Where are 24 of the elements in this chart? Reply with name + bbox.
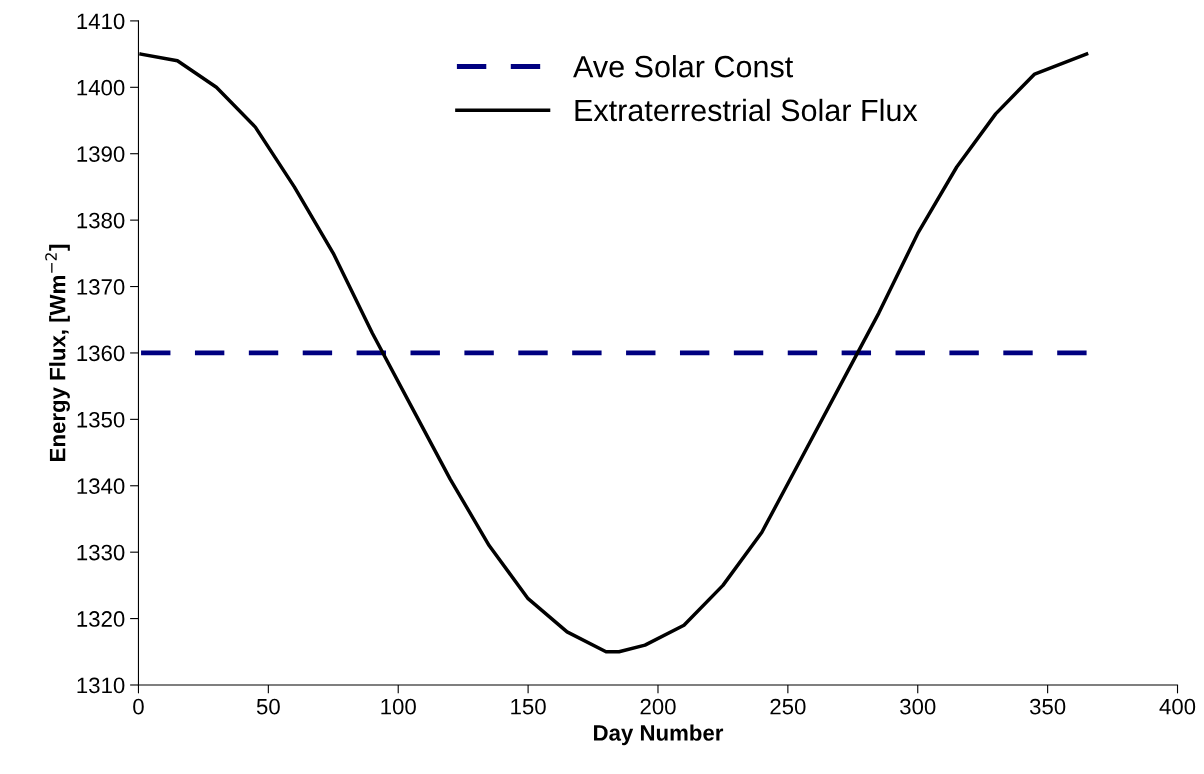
y-tick-label: 1410 [77,13,125,30]
x-tick-label: 300 [900,698,936,715]
y-tick-label: 1340 [77,478,125,495]
x-tick-label: 150 [511,698,546,715]
y-tick-label: 1400 [77,79,125,96]
x-tick-label: 400 [1159,698,1196,715]
x-tick-label: 350 [1029,698,1066,715]
x-tick-label: 200 [640,698,676,715]
y-tick-label: 1390 [77,146,125,162]
legend-label: Ave Solar Const [573,55,794,78]
y-tick-label: 1320 [77,611,125,627]
y-tick-label: 1310 [77,677,125,694]
x-tick-label: 100 [381,698,416,715]
y-axis-title: Energy Flux, [Wm$^{−2}$] [45,244,70,461]
y-tick-label: 1330 [77,544,125,561]
x-tick-label: 250 [770,698,806,715]
legend-label: Extraterrestrial Solar Flux [575,98,918,122]
y-tick-label: 1360 [77,345,125,362]
y-tick-label: 1350 [77,411,125,428]
x-axis-title: Day Number [594,724,724,746]
x-tick-label: 0 [133,698,144,715]
y-tick-label: 1380 [77,212,125,229]
x-tick-label: 50 [256,698,280,715]
y-tick-label: 1370 [77,279,125,295]
